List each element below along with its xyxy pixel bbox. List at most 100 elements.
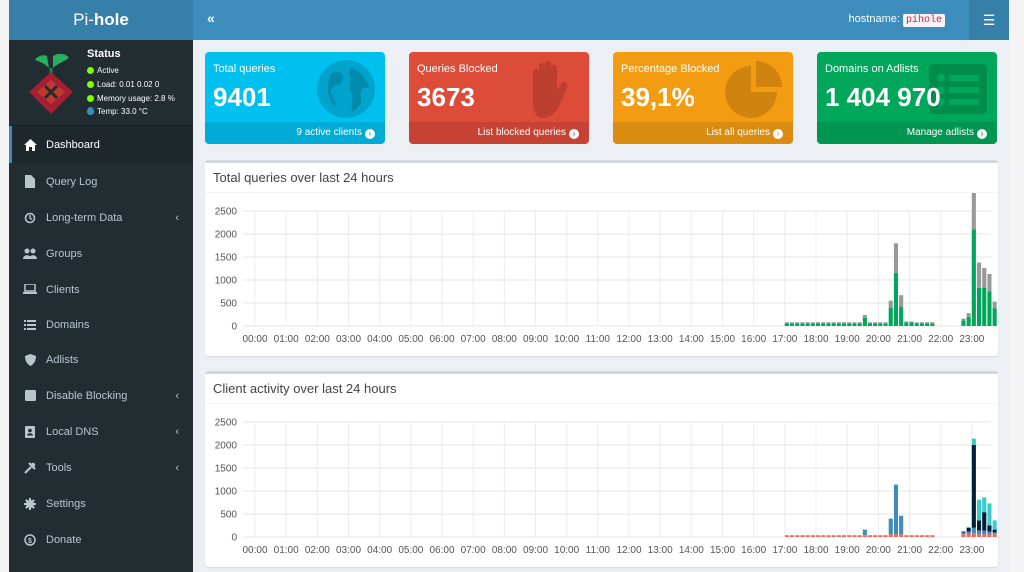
chart-bar[interactable] [805, 323, 810, 326]
chart-bar[interactable] [919, 323, 924, 326]
chart-bar[interactable] [821, 535, 826, 537]
chart-bar[interactable] [862, 315, 867, 318]
chart-bar[interactable] [810, 322, 815, 324]
chart-bar[interactable] [805, 535, 810, 537]
chart-bar[interactable] [925, 323, 930, 326]
chart-bar[interactable] [909, 321, 914, 323]
stat-footer-link[interactable]: List blocked queries › [409, 122, 589, 144]
chart-bar[interactable] [888, 307, 893, 326]
sidebar-item-tools[interactable]: Tools ‹ [9, 449, 193, 486]
chart-bar[interactable] [790, 323, 795, 326]
chart-bar[interactable] [836, 322, 841, 324]
chart-bar[interactable] [899, 515, 904, 535]
chart-bar[interactable] [867, 535, 872, 537]
chart-bar[interactable] [878, 322, 883, 324]
chart-bar[interactable] [784, 322, 789, 324]
chart-bar[interactable] [961, 318, 966, 321]
chart-bar[interactable] [961, 320, 966, 327]
chart-bar[interactable] [810, 323, 815, 326]
chart-bar[interactable] [930, 535, 935, 537]
chart-bar[interactable] [847, 535, 852, 537]
chart-bar[interactable] [878, 323, 883, 326]
chart-bar[interactable] [977, 499, 982, 521]
sidebar-item-disable-blocking[interactable]: Disable Blocking ‹ [9, 377, 193, 414]
chart-bar[interactable] [982, 530, 987, 535]
chart-bar[interactable] [836, 323, 841, 326]
chart-bar[interactable] [867, 322, 872, 324]
chart-bar[interactable] [847, 323, 852, 326]
chart-bar[interactable] [977, 520, 982, 531]
chart-bar[interactable] [878, 535, 883, 537]
chart-bar[interactable] [961, 534, 966, 537]
chart-bar[interactable] [966, 534, 971, 537]
chart-bar[interactable] [852, 322, 857, 324]
chart-bar[interactable] [987, 534, 992, 537]
chart-bar[interactable] [961, 532, 966, 535]
chart-bar[interactable] [982, 534, 987, 537]
chart-bar[interactable] [977, 262, 982, 288]
chart-bar[interactable] [982, 497, 987, 513]
chart-bar[interactable] [987, 503, 992, 526]
chart-bar[interactable] [930, 322, 935, 324]
chart-bar[interactable] [784, 535, 789, 537]
chart-bar[interactable] [899, 306, 904, 326]
chart-bar[interactable] [899, 295, 904, 307]
sidebar-item-domains[interactable]: Domains [9, 307, 193, 342]
sidebar-item-long-term-data[interactable]: Long-term Data ‹ [9, 200, 193, 235]
chart-bar[interactable] [831, 323, 836, 326]
chart-bar[interactable] [852, 535, 857, 537]
chart-bar[interactable] [982, 287, 987, 326]
chart-bar[interactable] [893, 273, 898, 326]
chart-bar[interactable] [862, 529, 867, 536]
chart-bar[interactable] [987, 531, 992, 535]
chart-bar[interactable] [987, 525, 992, 532]
chart-bar[interactable] [904, 535, 909, 537]
sidebar-item-settings[interactable]: Settings [9, 486, 193, 521]
chart-bar[interactable] [914, 323, 919, 326]
chart-bar[interactable] [852, 323, 857, 326]
chart-bar[interactable] [961, 531, 966, 533]
sidebar-item-donate[interactable]: $ Donate [9, 521, 193, 558]
sidebar-item-local-dns[interactable]: Local DNS ‹ [9, 414, 193, 449]
chart-bar[interactable] [971, 533, 976, 537]
chart-bar[interactable] [966, 316, 971, 326]
chart-bar[interactable] [992, 532, 997, 535]
chart-bar[interactable] [831, 322, 836, 324]
chart-bar[interactable] [971, 193, 976, 230]
chart-bar[interactable] [842, 322, 847, 324]
chart-bar[interactable] [800, 535, 805, 537]
chart-bar[interactable] [790, 535, 795, 537]
chart-bar[interactable] [883, 323, 888, 326]
stat-footer-link[interactable]: Manage adlists › [817, 122, 997, 144]
chart-bar[interactable] [857, 535, 862, 537]
chart-bar[interactable] [805, 322, 810, 324]
chart-bar[interactable] [992, 534, 997, 537]
chart-bar[interactable] [971, 445, 976, 528]
chart-bar[interactable] [847, 322, 852, 324]
chart-bar[interactable] [873, 535, 878, 537]
stat-footer-link[interactable]: List all queries › [613, 122, 793, 144]
chart-bar[interactable] [971, 229, 976, 326]
chart-bar[interactable] [862, 535, 867, 537]
chart-bar[interactable] [893, 484, 898, 535]
chart-bar[interactable] [821, 323, 826, 326]
chart-bar[interactable] [883, 322, 888, 324]
sidebar-item-dashboard[interactable]: Dashboard [9, 126, 193, 163]
chart-bar[interactable] [816, 323, 821, 326]
chart-bar[interactable] [816, 322, 821, 324]
chart-bar[interactable] [795, 322, 800, 324]
chart-bar[interactable] [909, 535, 914, 537]
chart-bar[interactable] [987, 274, 992, 292]
chart-bar[interactable] [971, 527, 976, 534]
sidebar-item-clients[interactable]: Clients [9, 272, 193, 307]
chart-bar[interactable] [982, 268, 987, 288]
chart-bar[interactable] [873, 323, 878, 326]
chart-bar[interactable] [883, 535, 888, 537]
chart-bar[interactable] [867, 323, 872, 326]
chart-bar[interactable] [925, 535, 930, 537]
chart-bar[interactable] [893, 534, 898, 537]
chart-bar[interactable] [977, 534, 982, 537]
chart-bar[interactable] [893, 243, 898, 274]
sidebar-toggle-button[interactable]: « [207, 10, 215, 26]
chart-bar[interactable] [987, 291, 992, 327]
